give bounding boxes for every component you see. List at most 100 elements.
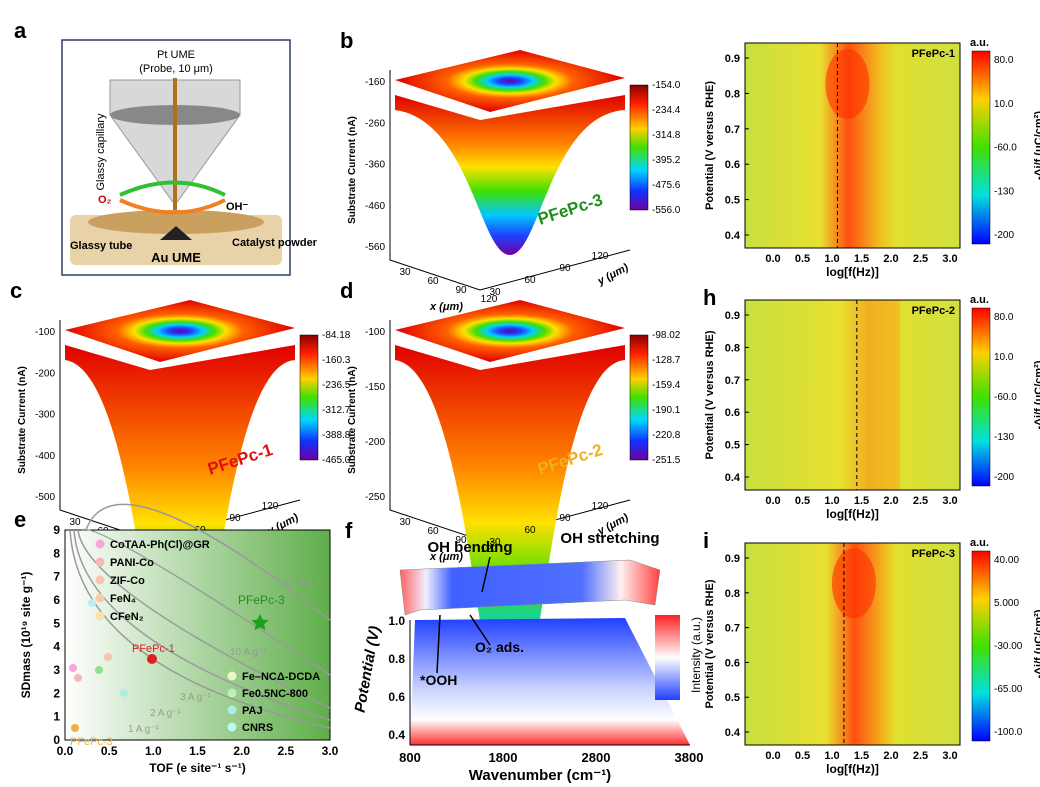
legend-label: CNRS (242, 722, 273, 734)
spectrum-base (410, 618, 690, 745)
legend-marker (95, 539, 105, 549)
colorbar-label: -465.0 (322, 455, 351, 466)
catalyst (160, 226, 192, 240)
label: Pt UME (157, 49, 195, 61)
x-tick-label: 2.5 (913, 253, 928, 265)
y-tick-label: 0.5 (725, 195, 740, 207)
y-tick-label: 3 (53, 663, 60, 677)
y-tick-label: 120 (592, 251, 609, 262)
annotation: OH stretching (560, 530, 659, 547)
panel-label: h (703, 285, 716, 310)
annotation: OH bending (428, 539, 513, 556)
axis (409, 620, 690, 746)
arrow (436, 556, 491, 674)
y-tick-label: 2 (53, 686, 60, 700)
x-tick-label: 60 (427, 276, 439, 287)
y-tick-label: 30 (489, 287, 501, 298)
colorbar-label: -200 (994, 230, 1014, 241)
axis-title: log[f(Hz)] (826, 507, 879, 521)
top-plane (395, 50, 625, 112)
point (71, 724, 79, 732)
y-tick-label: 0.9 (725, 553, 740, 565)
y-tick-label: 0.4 (725, 727, 741, 739)
colorbar-label: -159.4 (652, 380, 681, 391)
colorbar-label: 5.000 (994, 598, 1019, 609)
colorbar (971, 550, 991, 742)
y-tick-label: 5 (53, 616, 60, 630)
y-tick-label: 0.5 (725, 440, 740, 452)
colorbar-label: -100.0 (994, 727, 1023, 738)
y-tick-label: 0.6 (725, 657, 740, 669)
colorbar-label: -84.18 (322, 330, 351, 341)
colorbar-label: -130 (994, 186, 1014, 197)
legend-label: PANI-Co (110, 557, 154, 569)
z-tick-label: -500 (35, 492, 55, 503)
x-tick-label: 3.0 (322, 744, 339, 758)
x-tick-label: 3.0 (942, 495, 957, 507)
z-tick-label: -560 (365, 242, 385, 253)
x-tick-label: 1.0 (824, 253, 839, 265)
colorbar-label: -220.8 (652, 430, 681, 441)
x-tick-label: 1.0 (824, 495, 839, 507)
colorbar-label: -65.00 (994, 684, 1023, 695)
x-tick-label: 1.5 (854, 253, 869, 265)
colorbar-label: -60.0 (994, 392, 1017, 403)
x-tick-label: 120 (481, 544, 498, 555)
axis-title: Wavenumber (cm⁻¹) (469, 767, 611, 784)
y-tick-label: 0.4 (725, 230, 741, 242)
panel-label: c (10, 278, 22, 303)
axis-title: log[f(Hz)] (826, 265, 879, 279)
iso-label: 1 A g⁻¹ (128, 724, 160, 735)
colorbar-label: -200 (994, 472, 1014, 483)
label: Catalyst powder (232, 237, 318, 249)
iso-curve (81, 528, 331, 676)
y-tick-label: 7 (53, 570, 60, 584)
point (104, 653, 112, 661)
x-tick-label: 2.0 (883, 253, 898, 265)
sample-label: PFePc-3 (535, 190, 605, 229)
colorbar-label: -98.02 (652, 330, 681, 341)
y-tick-label: 0.6 (388, 690, 405, 704)
axis-title: SDmass (10¹⁹ site g⁻¹) (19, 572, 33, 699)
axis-title: Substrate Current (nA) (347, 116, 358, 224)
colorbar-unit: a.u. (970, 537, 989, 549)
label: OH⁻ (226, 201, 249, 213)
y-tick-label: 0.9 (725, 310, 740, 322)
colorbar-label: -475.6 (652, 180, 681, 191)
arrow (119, 198, 226, 215)
colorbar-label: -160.3 (322, 355, 351, 366)
surface (395, 95, 625, 255)
y-tick-label: 60 (524, 275, 536, 286)
z-tick-label: -300 (35, 410, 55, 421)
x-tick-label: 0.5 (795, 495, 810, 507)
axis-title: Potential (V versus RHE) (704, 330, 716, 459)
panel-label: e (14, 507, 26, 532)
colorbar-label: -130 (994, 432, 1014, 443)
y-tick-label: 90 (559, 513, 571, 524)
colorbar-label: -314.8 (652, 130, 681, 141)
colorbar (299, 334, 319, 461)
x-tick-label: 2.5 (913, 750, 928, 762)
z-tick-label: -200 (365, 437, 385, 448)
colorbar-label: -154.0 (652, 80, 681, 91)
axis (389, 70, 631, 291)
x-tick-label: 2.5 (913, 495, 928, 507)
point (69, 664, 77, 672)
colorbar (655, 615, 680, 700)
axis-title: TOF (e site⁻¹ s⁻¹) (149, 761, 245, 775)
y-tick-label: 4 (53, 640, 60, 654)
colorbar-label: 80.0 (994, 312, 1014, 323)
point (120, 689, 128, 697)
axis-title: log[f(Hz)] (826, 762, 879, 776)
x-tick-label: 1.0 (824, 750, 839, 762)
y-tick-label: 0.7 (725, 623, 740, 635)
hotspot (831, 548, 876, 619)
colorbar (971, 307, 991, 487)
y-tick-label: 0.6 (725, 407, 740, 419)
axis-title: Potential (V versus RHE) (704, 81, 716, 210)
legend-label: CFeN₂ (110, 611, 144, 623)
y-tick-label: 30 (489, 537, 501, 548)
legend-label: Fe0.5NC-800 (242, 688, 308, 700)
x-tick-label: 1.5 (854, 495, 869, 507)
z-tick-label: -100 (35, 327, 55, 338)
